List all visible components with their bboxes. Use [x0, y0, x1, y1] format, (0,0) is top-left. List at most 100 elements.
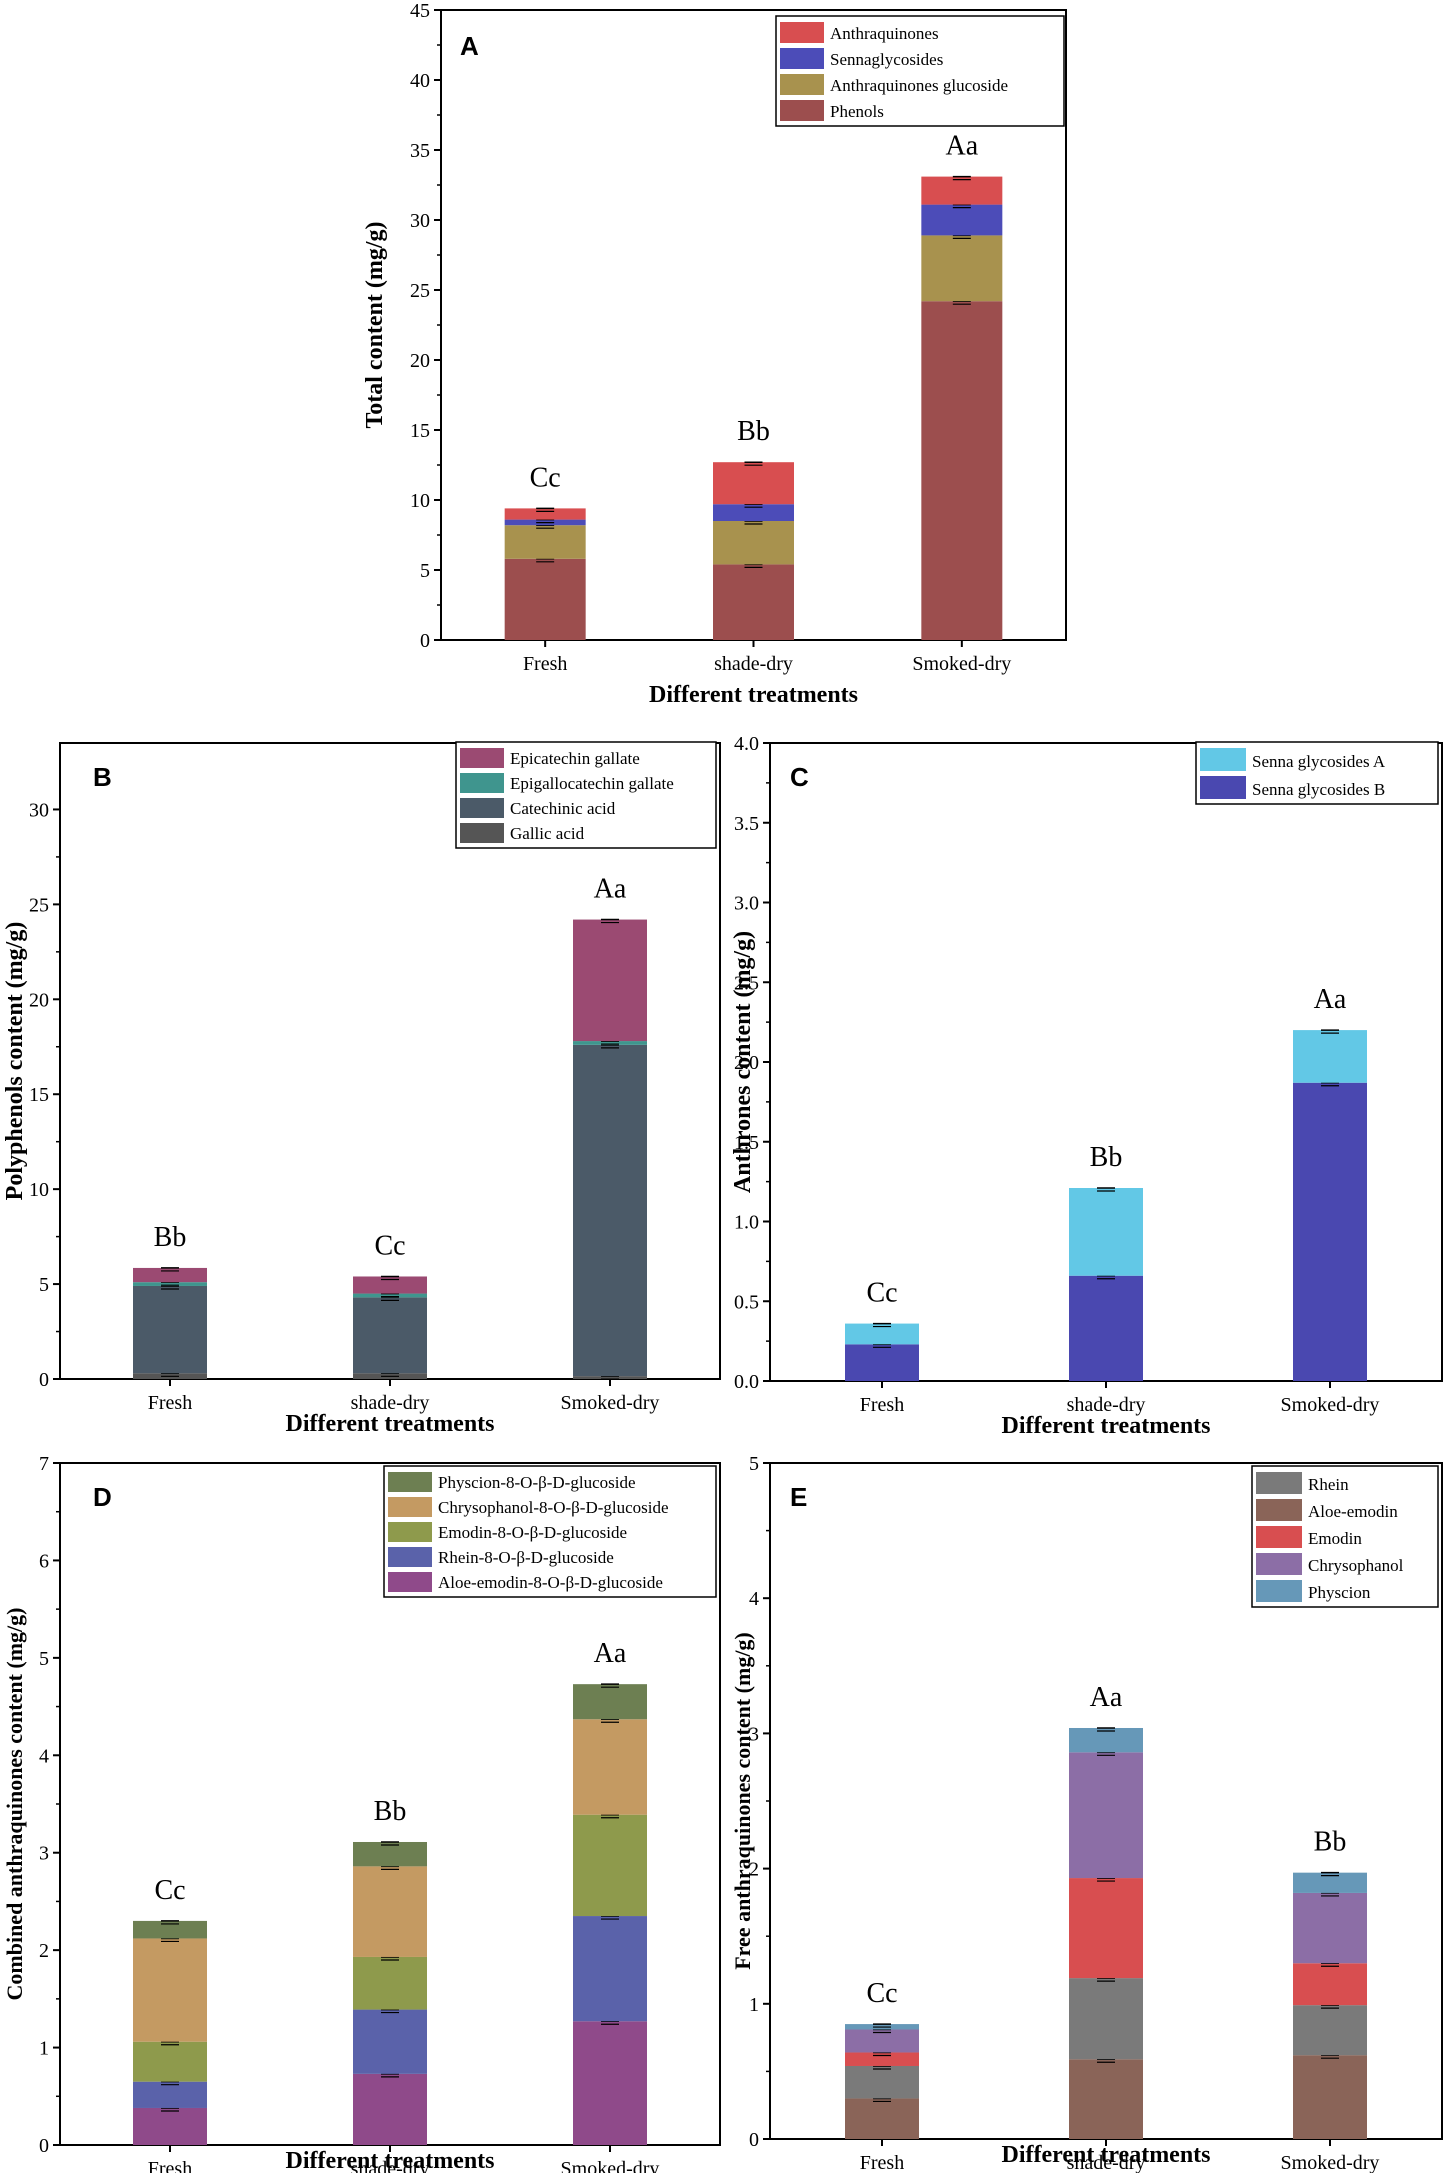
significance-label-fresh: Cc [530, 462, 561, 493]
bar-epigallocatechin-gallate-shade-dry[interactable] [353, 1293, 427, 1298]
legend-label-physcion-8-o-d-glucoside: Physcion-8-O-β-D-glucoside [438, 1473, 636, 1492]
legend-label-gallic-acid: Gallic acid [510, 824, 585, 843]
bar-epicatechin-gallate-smoked-dry[interactable] [573, 919, 647, 1042]
bar-physcion-8-o-d-glucoside-smoked-dry[interactable] [573, 1684, 647, 1720]
bar-senna-glycosides-a-smoked-dry[interactable] [1293, 1030, 1367, 1083]
legend-label-anthraquinones-glucoside: Anthraquinones glucoside [830, 76, 1008, 95]
bar-catechinic-acid-smoked-dry[interactable] [573, 1044, 647, 1377]
bar-senna-glycosides-a-fresh[interactable] [845, 1323, 919, 1345]
bar-epigallocatechin-gallate-fresh[interactable] [133, 1282, 207, 1286]
bar-catechinic-acid-shade-dry[interactable] [353, 1297, 427, 1374]
significance-label-smoked-dry: Aa [1314, 984, 1347, 1015]
bar-gallic-acid-smoked-dry[interactable] [573, 1376, 647, 1379]
legend-swatch-senna-glycosides-a [1200, 748, 1246, 771]
legend-swatch-rhein-8-o-d-glucoside [388, 1547, 432, 1567]
bar-anthraquinones-glucoside-smoked-dry[interactable] [921, 235, 1003, 302]
bar-aloe-emodin-8-o-d-glucoside-shade-dry[interactable] [353, 2073, 427, 2145]
bar-epigallocatechin-gallate-smoked-dry[interactable] [573, 1041, 647, 1045]
x-tick-label-smoked-dry: Smoked-dry [561, 1392, 660, 1414]
y-tick-label: 5 [39, 1648, 49, 1670]
y-tick-label: 3 [749, 1723, 759, 1745]
legend-label-rhein: Rhein [1308, 1475, 1349, 1494]
bar-phenols-smoked-dry[interactable] [921, 301, 1003, 640]
bar-physcion-shade-dry[interactable] [1069, 1727, 1143, 1753]
bar-physcion-smoked-dry[interactable] [1293, 1872, 1367, 1893]
bar-chrysophanol-8-o-d-glucoside-fresh[interactable] [133, 1938, 207, 2042]
legend-label-aloe-emodin-8-o-d-glucoside: Aloe-emodin-8-O-β-D-glucoside [438, 1573, 663, 1592]
legend-swatch-chrysophanol-8-o-d-glucoside [388, 1497, 432, 1517]
bar-senna-glycosides-b-smoked-dry[interactable] [1293, 1082, 1367, 1381]
y-tick-label: 10 [29, 1179, 49, 1201]
bar-anthraquinones-glucoside-fresh[interactable] [504, 525, 586, 559]
bar-rhein-8-o-d-glucoside-fresh[interactable] [133, 2081, 207, 2108]
bar-aloe-emodin-smoked-dry[interactable] [1293, 2055, 1367, 2139]
y-tick-label: 40 [410, 70, 430, 92]
legend-label-chrysophanol: Chrysophanol [1308, 1556, 1404, 1575]
legend-label-epigallocatechin-gallate: Epigallocatechin gallate [510, 774, 674, 793]
bar-anthraquinones-fresh[interactable] [504, 508, 586, 520]
bar-emodin-8-o-d-glucoside-smoked-dry[interactable] [573, 1814, 647, 1917]
bar-anthraquinones-glucoside-shade-dry[interactable] [713, 521, 794, 565]
bar-phenols-fresh[interactable] [504, 558, 586, 640]
bar-rhein-fresh[interactable] [845, 2065, 919, 2099]
y-tick-label: 1 [39, 2038, 49, 2060]
y-axis-title: Total content (mg/g) [362, 221, 388, 428]
bar-senna-glycosides-b-shade-dry[interactable] [1069, 1275, 1143, 1381]
bar-chrysophanol-shade-dry[interactable] [1069, 1752, 1143, 1879]
bar-aloe-emodin-8-o-d-glucoside-fresh[interactable] [133, 2107, 207, 2145]
bar-aloe-emodin-shade-dry[interactable] [1069, 2059, 1143, 2139]
y-tick-label: 30 [410, 210, 430, 232]
bar-epicatechin-gallate-fresh[interactable] [133, 1267, 207, 1283]
bar-sennaglycosides-smoked-dry[interactable] [921, 204, 1003, 236]
bar-anthraquinones-smoked-dry[interactable] [921, 176, 1003, 205]
bar-physcion-8-o-d-glucoside-fresh[interactable] [133, 1920, 207, 1939]
x-tick-label-shade-dry: shade-dry [1067, 2152, 1146, 2173]
bar-emodin-8-o-d-glucoside-fresh[interactable] [133, 2041, 207, 2082]
bar-chrysophanol-8-o-d-glucoside-smoked-dry[interactable] [573, 1719, 647, 1815]
x-tick-label-fresh: Fresh [148, 1392, 192, 1414]
bar-senna-glycosides-a-shade-dry[interactable] [1069, 1188, 1143, 1276]
y-tick-label: 3.0 [734, 893, 759, 915]
x-tick-label-shade-dry: shade-dry [351, 1392, 430, 1414]
legend-swatch-chrysophanol [1256, 1553, 1302, 1575]
bar-phenols-shade-dry[interactable] [713, 564, 794, 640]
legend-swatch-emodin-8-o-d-glucoside [388, 1522, 432, 1542]
bar-sennaglycosides-shade-dry[interactable] [713, 504, 794, 521]
y-tick-label: 4 [39, 1745, 49, 1767]
bar-chrysophanol-fresh[interactable] [845, 2029, 919, 2053]
x-tick-label-shade-dry: shade-dry [714, 653, 793, 675]
legend-label-chrysophanol-8-o-d-glucoside: Chrysophanol-8-O-β-D-glucoside [438, 1498, 669, 1517]
bar-emodin-smoked-dry[interactable] [1293, 1963, 1367, 2006]
significance-label-fresh: Cc [154, 1875, 185, 1906]
legend-swatch-epicatechin-gallate [460, 748, 504, 768]
bar-emodin-shade-dry[interactable] [1069, 1878, 1143, 1979]
y-tick-label: 15 [410, 420, 430, 442]
y-tick-label: 0.0 [734, 1371, 759, 1393]
bar-emodin-8-o-d-glucoside-shade-dry[interactable] [353, 1956, 427, 2010]
legend-swatch-aloe-emodin-8-o-d-glucoside [388, 1572, 432, 1592]
bar-chrysophanol-8-o-d-glucoside-shade-dry[interactable] [353, 1866, 427, 1957]
y-tick-label: 6 [39, 1550, 49, 1572]
bar-rhein-smoked-dry[interactable] [1293, 2005, 1367, 2056]
bar-rhein-8-o-d-glucoside-shade-dry[interactable] [353, 2009, 427, 2074]
significance-label-shade-dry: Cc [374, 1230, 405, 1261]
bar-physcion-8-o-d-glucoside-shade-dry[interactable] [353, 1841, 427, 1867]
bar-emodin-fresh[interactable] [845, 2052, 919, 2066]
y-axis-title: Anthrones content (mg/g) [730, 931, 756, 1193]
legend-swatch-rhein [1256, 1472, 1302, 1494]
bar-aloe-emodin-8-o-d-glucoside-smoked-dry[interactable] [573, 2021, 647, 2145]
legend-label-emodin: Emodin [1308, 1529, 1362, 1548]
bar-rhein-8-o-d-glucoside-smoked-dry[interactable] [573, 1916, 647, 2022]
y-tick-label: 4 [749, 1588, 759, 1610]
bar-catechinic-acid-fresh[interactable] [133, 1285, 207, 1374]
x-tick-label-fresh: Fresh [523, 653, 567, 675]
bar-chrysophanol-smoked-dry[interactable] [1293, 1892, 1367, 1964]
significance-label-fresh: Cc [866, 1278, 897, 1309]
bar-epicatechin-gallate-shade-dry[interactable] [353, 1276, 427, 1294]
bar-aloe-emodin-fresh[interactable] [845, 2098, 919, 2139]
bar-anthraquinones-shade-dry[interactable] [713, 462, 794, 505]
bar-senna-glycosides-b-fresh[interactable] [845, 1344, 919, 1381]
bar-rhein-shade-dry[interactable] [1069, 1978, 1143, 2060]
legend-swatch-physcion-8-o-d-glucoside [388, 1472, 432, 1492]
